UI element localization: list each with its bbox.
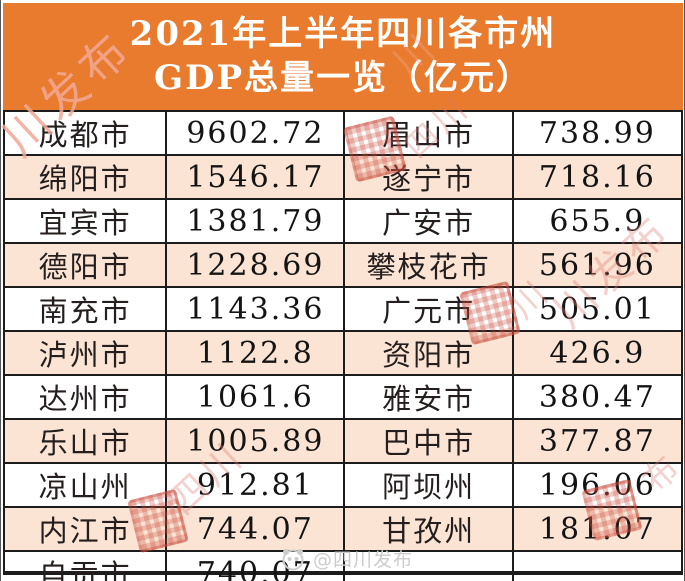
- value-cell: 1381.79: [167, 200, 346, 242]
- table-row: 达州市 1061.6 雅安市 380.47: [5, 374, 681, 418]
- title-line-2: GDP总量一览（亿元）: [153, 57, 533, 98]
- panda-logo-icon: [282, 548, 304, 570]
- table-row: 成都市 9602.72 眉山市 738.99: [5, 112, 681, 154]
- value-cell: 912.81: [167, 464, 346, 506]
- city-cell: 凉山州: [5, 464, 168, 506]
- city-cell: 阿坝州: [345, 464, 514, 506]
- social-handle-text: @四川发布: [313, 549, 414, 571]
- value-cell: 380.47: [538, 379, 656, 415]
- city-cell: 自贡市: [5, 552, 168, 581]
- city-cell: 巴中市: [345, 420, 514, 462]
- table-row: 凉山州 912.81 阿坝州 196.06: [5, 462, 681, 506]
- table-row: 德阳市 1228.69 攀枝花市 561.96: [5, 242, 681, 286]
- city-cell: 乐山市: [5, 420, 168, 462]
- city-cell: [345, 552, 514, 581]
- city-cell: 资阳市: [345, 332, 514, 374]
- value-cell: [514, 552, 681, 581]
- value-cell: 1143.36: [167, 288, 346, 330]
- value-cell: 655.9: [549, 203, 646, 239]
- city-cell: 雅安市: [345, 376, 514, 418]
- social-watermark: @四川发布: [280, 545, 413, 572]
- value-cell: 1061.6: [167, 376, 346, 418]
- city-cell: 成都市: [5, 112, 168, 154]
- city-cell: 德阳市: [5, 244, 168, 286]
- table-row: 宜宾市 1381.79 广安市 655.9: [5, 198, 681, 242]
- city-cell: 广安市: [345, 200, 514, 242]
- city-cell: 甘孜州: [345, 508, 514, 550]
- city-cell: 攀枝花市: [345, 244, 514, 286]
- city-cell: 达州市: [5, 376, 168, 418]
- value-cell: 1228.69: [167, 244, 346, 286]
- value-cell: 744.07: [167, 508, 346, 550]
- city-cell: 泸州市: [5, 332, 168, 374]
- city-cell: 广元市: [345, 288, 514, 330]
- city-cell: 绵阳市: [5, 156, 168, 198]
- value-cell: 505.01: [538, 291, 656, 327]
- table-row: 乐山市 1005.89 巴中市 377.87: [5, 418, 681, 462]
- city-cell: 内江市: [5, 508, 168, 550]
- value-cell: 9602.72: [167, 112, 346, 154]
- city-cell: 南充市: [5, 288, 168, 330]
- city-cell: 宜宾市: [5, 200, 168, 242]
- city-cell: 眉山市: [345, 112, 514, 154]
- title-line-1: 2021年上半年四川各市州: [129, 14, 557, 55]
- table-row: 内江市 744.07 甘孜州 181.07: [5, 506, 681, 550]
- value-cell: 426.9: [549, 335, 646, 371]
- title-banner: 2021年上半年四川各市州 GDP总量一览（亿元）: [3, 3, 683, 110]
- table-row: 泸州市 1122.8 资阳市 426.9: [5, 330, 681, 374]
- value-cell: 561.96: [538, 247, 656, 283]
- value-cell: 196.06: [538, 467, 656, 503]
- city-cell: 遂宁市: [345, 156, 514, 198]
- gdp-table: 成都市 9602.72 眉山市 738.99 绵阳市 1546.17 遂宁市 7…: [3, 110, 683, 581]
- value-cell: 181.07: [538, 511, 656, 547]
- value-cell: 1122.8: [167, 332, 346, 374]
- value-cell: 1546.17: [167, 156, 346, 198]
- value-cell: 718.16: [538, 159, 656, 195]
- table-row: 绵阳市 1546.17 遂宁市 718.16: [5, 154, 681, 198]
- value-cell: 738.99: [538, 115, 656, 151]
- value-cell: 1005.89: [167, 420, 346, 462]
- table-row: 南充市 1143.36 广元市 505.01: [5, 286, 681, 330]
- value-cell: 377.87: [538, 423, 656, 459]
